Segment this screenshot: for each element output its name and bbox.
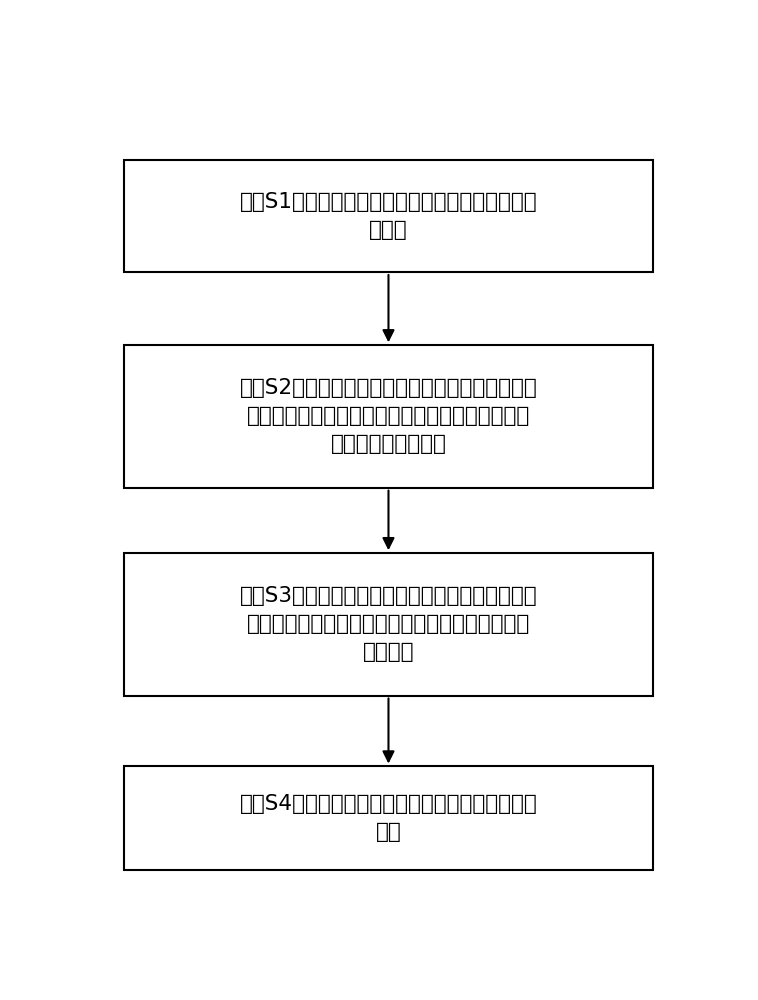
Text: 步骤S4：根据优化结果调度运行楼宇侧综合能源系
统。: 步骤S4：根据优化结果调度运行楼宇侧综合能源系 统。 — [240, 794, 537, 842]
Bar — [124, 345, 653, 488]
Text: 步骤S1：搭建基于建筑物热能流分析的建筑物热负
荷模型: 步骤S1：搭建基于建筑物热能流分析的建筑物热负 荷模型 — [240, 192, 537, 240]
Bar — [124, 553, 653, 696]
Text: 步骤S3：以上层为总体能效最大、下层为运行成本
最小，采用双层优化求解该多目标优化模型，得到
优化结果: 步骤S3：以上层为总体能效最大、下层为运行成本 最小，采用双层优化求解该多目标优… — [240, 586, 537, 662]
Bar — [124, 766, 653, 870]
Text: 步骤S2：根据建筑物的热负荷模型，建立以楼宇侧
综合能源系统的总体能效最大和用能成本最小为目
标的多目标优化模型: 步骤S2：根据建筑物的热负荷模型，建立以楼宇侧 综合能源系统的总体能效最大和用能… — [240, 378, 537, 454]
Bar — [124, 160, 653, 272]
